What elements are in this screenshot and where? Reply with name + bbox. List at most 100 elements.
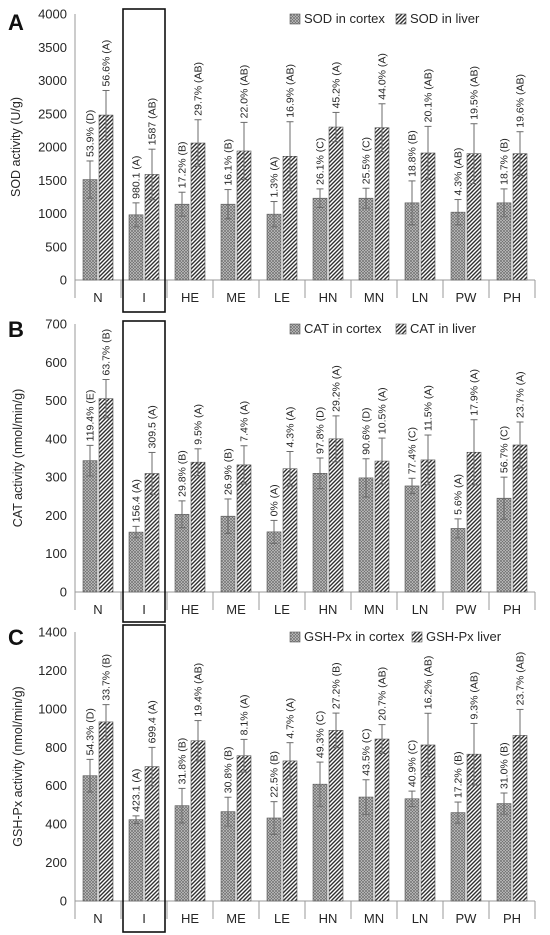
- x-tick-label: MN: [364, 602, 384, 617]
- data-label: 49.3% (C): [315, 711, 327, 758]
- x-tick-label: LE: [274, 602, 290, 617]
- x-tick-label: HE: [181, 602, 199, 617]
- data-label: 1587 (AB): [147, 98, 159, 145]
- x-tick-label: ME: [226, 911, 246, 926]
- data-label: 5.6% (A): [453, 474, 465, 515]
- y-tick-label: 1000: [38, 701, 67, 716]
- data-label: 56.7% (C): [499, 426, 511, 473]
- data-label: 17.9% (A): [469, 369, 481, 416]
- data-label: 29.2% (A): [331, 365, 343, 412]
- data-label: 53.9% (D): [85, 110, 97, 157]
- legend-label: SOD in liver: [410, 11, 480, 26]
- data-label: 63.7% (B): [101, 329, 113, 376]
- data-label: 156.4 (A): [131, 479, 143, 522]
- y-tick-label: 200: [45, 855, 67, 870]
- legend-label: GSH-Px in cortex: [304, 629, 405, 644]
- y-tick-label: 0: [60, 894, 67, 909]
- x-tick-label: ME: [226, 602, 246, 617]
- x-tick-label: PW: [456, 602, 478, 617]
- data-label: 31.8% (B): [177, 738, 189, 785]
- x-tick-label: ME: [226, 290, 246, 305]
- y-tick-label: 400: [45, 817, 67, 832]
- data-label: 90.6% (D): [361, 408, 373, 455]
- bar-liver: [282, 760, 298, 902]
- data-label: 17.2% (B): [177, 142, 189, 189]
- x-tick-label: HN: [319, 911, 338, 926]
- data-label: 11.5% (A): [423, 385, 435, 431]
- data-label: 23.7% (A): [515, 371, 527, 418]
- x-tick-label: PH: [503, 602, 521, 617]
- data-label: 27.2% (B): [331, 662, 343, 709]
- y-tick-label: 600: [45, 355, 67, 370]
- bar-cortex: [312, 473, 328, 593]
- chart-panel-b: B CAT activity (nmol/min/g) 0 100 200 300 400 5…: [8, 317, 536, 623]
- x-tick-label: I: [142, 290, 146, 305]
- legend-label: SOD in cortex: [304, 11, 385, 26]
- bar-liver: [328, 730, 344, 902]
- bar-cortex: [312, 197, 328, 281]
- data-label: 4.7% (A): [285, 698, 297, 739]
- data-label: 7.4% (A): [239, 401, 251, 442]
- bar-cortex: [82, 775, 98, 902]
- legend-swatch: [289, 631, 301, 643]
- bar-cortex: [358, 197, 374, 281]
- data-label: 33.7% (B): [101, 654, 113, 701]
- data-label: 1.3% (A): [269, 157, 281, 198]
- x-tick-label: N: [93, 911, 102, 926]
- legend-label: GSH-Px liver: [426, 629, 502, 644]
- y-tick-label: 4000: [38, 7, 67, 22]
- data-label: 980.1 (A): [131, 156, 143, 199]
- data-label: 77.4% (C): [407, 427, 419, 474]
- data-label: 22.5% (B): [269, 751, 281, 798]
- x-tick-label: HN: [319, 290, 338, 305]
- data-label: 8.1% (A): [239, 695, 251, 736]
- data-label: 30.8% (B): [223, 747, 235, 794]
- data-label: 26.9% (B): [223, 448, 235, 495]
- legend-swatch: [411, 631, 423, 643]
- y-tick-label: 2000: [38, 140, 67, 155]
- y-tick-label: 1400: [38, 625, 67, 640]
- data-label: 17.2% (B): [453, 751, 465, 798]
- highlight-box: [122, 8, 166, 313]
- bar-liver: [144, 766, 160, 902]
- data-label: 16.1% (B): [223, 139, 235, 186]
- x-tick-label: PW: [456, 290, 478, 305]
- bar-liver: [98, 398, 114, 593]
- y-tick-label: 1000: [38, 206, 67, 221]
- data-label: 45.2% (A): [331, 62, 343, 109]
- legend-swatch: [395, 323, 407, 335]
- data-label: 309.5 (A): [147, 405, 159, 448]
- y-tick-label: 700: [45, 317, 67, 332]
- data-label: 40.9% (C): [407, 740, 419, 787]
- data-label: 19.6% (AB): [515, 74, 527, 128]
- highlight-box: [122, 624, 166, 933]
- data-label: 119.4% (E): [85, 390, 97, 442]
- bar-liver: [282, 468, 298, 593]
- x-tick-label: N: [93, 290, 102, 305]
- bar-cortex: [404, 485, 420, 593]
- bar-cortex: [82, 460, 98, 593]
- bar-liver: [374, 738, 390, 902]
- data-label: 699.4 (A): [147, 700, 159, 743]
- data-label: 25.5% (C): [361, 137, 373, 184]
- x-tick-label: MN: [364, 290, 384, 305]
- legend-swatch: [289, 13, 301, 25]
- x-tick-label: HE: [181, 911, 199, 926]
- y-tick-label: 200: [45, 508, 67, 523]
- legend-label: CAT in cortex: [304, 321, 382, 336]
- highlight-box: [122, 320, 166, 623]
- y-tick-label: 0: [60, 585, 67, 600]
- x-tick-label: HE: [181, 290, 199, 305]
- data-label: 16.9% (AB): [285, 64, 297, 118]
- bar-cortex: [496, 803, 512, 902]
- x-tick-label: N: [93, 602, 102, 617]
- x-tick-label: LN: [412, 602, 429, 617]
- panel-label: C: [8, 625, 24, 650]
- y-tick-label: 800: [45, 740, 67, 755]
- bar-liver: [328, 126, 344, 281]
- data-label: 18.7% (B): [499, 138, 511, 185]
- data-label: 97.8% (D): [315, 407, 327, 454]
- data-label: 29.7% (AB): [193, 62, 205, 116]
- bar-liver: [190, 740, 206, 902]
- bar-cortex: [404, 798, 420, 902]
